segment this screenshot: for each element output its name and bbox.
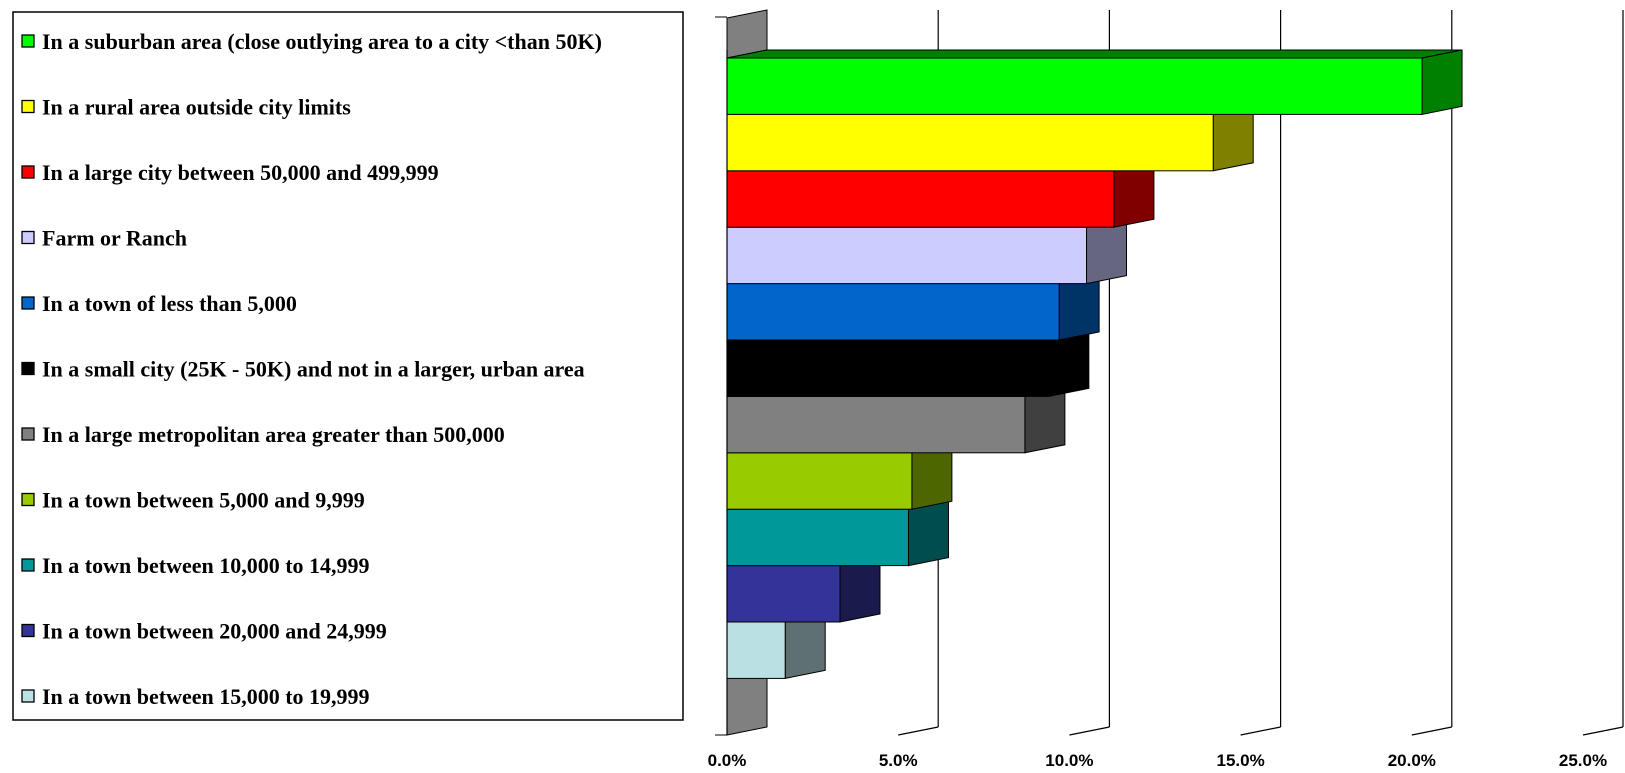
bar: [726, 621, 786, 679]
legend-swatch: [21, 230, 35, 245]
legend-swatch: [21, 492, 35, 507]
floor-gridline: [1411, 726, 1452, 736]
x-tick-label: 15.0%: [1216, 751, 1264, 770]
legend-swatch: [21, 689, 35, 703]
legend-label: In a town between 20,000 and 24,999: [42, 619, 387, 644]
bar: [726, 113, 1214, 172]
legend-label: In a small city (25K - 50K) and not in a…: [42, 357, 585, 382]
legend-label: In a town between 15,000 to 19,999: [42, 684, 370, 709]
legend-label: In a suburban area (close outlying area …: [42, 29, 602, 54]
legend-label: In a large metropolitan area greater tha…: [42, 422, 505, 447]
bar-top: [726, 49, 1463, 59]
x-axis: 0.0% 5.0% 10.0% 15.0% 20.0% 25.0%: [708, 16, 1607, 770]
x-tick-label: 5.0%: [879, 751, 918, 770]
floor-gridline: [1582, 726, 1624, 736]
legend-label: Farm or Ranch: [42, 226, 187, 251]
bar: [726, 57, 1423, 115]
bar-side: [911, 444, 953, 510]
legend-swatch: [21, 361, 35, 376]
floor-gridline: [1069, 726, 1110, 736]
x-tick-label: 20.0%: [1388, 751, 1436, 770]
bar: [726, 170, 1115, 228]
legend-swatch: [21, 623, 35, 638]
bar: [726, 226, 1088, 285]
legend-swatch: [21, 165, 35, 179]
legend-label: In a large city between 50,000 and 499,9…: [42, 160, 439, 185]
x-tick-label: 25.0%: [1559, 751, 1607, 770]
legend-label: In a rural area outside city limits: [42, 95, 351, 120]
bar: [726, 395, 1026, 454]
bar-side: [1212, 105, 1254, 172]
legend-swatch: [21, 34, 35, 48]
bar: [726, 565, 841, 623]
floor-gridline: [898, 726, 939, 736]
legend-box: [12, 11, 684, 721]
legend-label: In a town between 5,000 and 9,999: [42, 488, 365, 513]
x-tick-label: 0.0%: [708, 751, 747, 770]
plot-area: [726, 9, 1624, 736]
bar: [726, 452, 913, 510]
bar-side: [1024, 387, 1066, 454]
bar-side: [1048, 331, 1090, 398]
legend-swatch: [21, 296, 35, 310]
legend-label: In a town between 10,000 to 14,999: [42, 553, 370, 578]
legend-swatch: [21, 427, 35, 441]
legend-label: In a town of less than 5,000: [42, 291, 297, 316]
side-wall-bottom: [726, 669, 768, 736]
bar: [726, 339, 1050, 397]
bar-side: [839, 556, 881, 623]
legend-swatch: [21, 558, 35, 572]
legend-swatch: [21, 99, 35, 114]
bar-side: [1086, 218, 1128, 285]
bar: [726, 283, 1060, 341]
bar-side: [1113, 162, 1155, 228]
legend: In a suburban area (close outlying area …: [12, 11, 684, 721]
bar-side: [1058, 274, 1100, 341]
bar-side: [784, 613, 826, 680]
bar-side: [1421, 49, 1463, 116]
x-tick-label: 10.0%: [1045, 751, 1093, 770]
floor-gridline: [1240, 726, 1281, 736]
bar: [726, 508, 909, 567]
bar-side: [907, 500, 949, 567]
